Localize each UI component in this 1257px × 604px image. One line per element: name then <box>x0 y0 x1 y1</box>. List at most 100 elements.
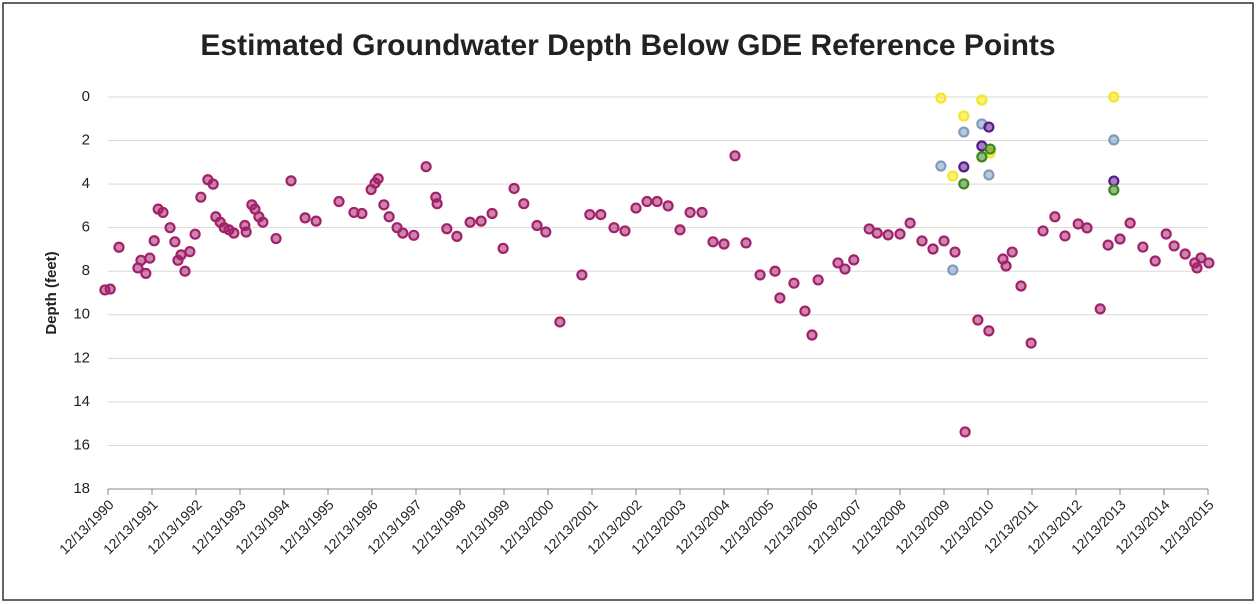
data-point <box>959 426 971 438</box>
data-point <box>333 195 345 208</box>
data-point <box>451 230 463 242</box>
data-point <box>184 246 196 258</box>
data-point <box>927 243 939 255</box>
data-point <box>1114 233 1126 245</box>
data-point <box>518 198 530 210</box>
data-point <box>935 160 947 172</box>
data-point <box>608 222 620 234</box>
data-point <box>189 228 201 240</box>
data-point <box>164 222 176 234</box>
data-point <box>983 169 995 181</box>
data-point <box>464 216 476 228</box>
y-axis-label: Depth (feet) <box>43 251 60 334</box>
data-point <box>285 175 297 187</box>
data-point <box>976 151 988 163</box>
data-point <box>740 237 752 249</box>
data-point <box>144 252 156 264</box>
data-point <box>1108 175 1120 187</box>
data-point <box>938 235 950 247</box>
data-point <box>383 211 395 223</box>
data-point <box>662 200 674 212</box>
data-point <box>976 94 988 106</box>
data-point <box>397 227 409 239</box>
data-point <box>812 274 824 286</box>
data-point <box>1094 303 1106 315</box>
data-point <box>310 215 322 227</box>
data-point <box>372 173 384 185</box>
data-point <box>1108 91 1120 103</box>
data-point <box>1108 134 1120 146</box>
data-point <box>497 242 509 254</box>
data-point <box>1108 184 1120 196</box>
data-point <box>179 265 191 277</box>
data-point <box>441 223 453 235</box>
data-point <box>554 316 566 328</box>
data-point <box>729 150 741 162</box>
data-point <box>595 209 607 221</box>
data-point <box>1203 257 1215 269</box>
data-point <box>619 225 631 237</box>
data-point <box>169 236 181 248</box>
y-tick-label: 8 <box>82 262 90 279</box>
data-point <box>113 241 125 253</box>
data-point <box>135 254 147 266</box>
data-point <box>947 264 959 276</box>
data-point <box>949 246 961 258</box>
data-point <box>228 227 240 239</box>
data-point <box>240 226 252 238</box>
data-point <box>1081 222 1093 234</box>
data-point <box>175 249 187 261</box>
data-point <box>718 238 730 250</box>
data-point <box>1006 246 1018 258</box>
data-point <box>754 269 766 281</box>
data-point <box>947 170 959 182</box>
data-point <box>904 217 916 229</box>
data-point <box>531 219 543 232</box>
data-point <box>972 314 984 326</box>
data-point <box>707 236 719 248</box>
data-point <box>1072 218 1084 230</box>
data-point <box>916 235 928 247</box>
data-point <box>630 202 642 214</box>
data-point <box>1195 252 1207 264</box>
data-point <box>983 325 995 337</box>
y-tick-label: 2 <box>82 132 90 149</box>
y-tick-label: 6 <box>82 219 90 236</box>
data-point <box>958 126 970 138</box>
data-point <box>848 254 860 266</box>
data-point <box>157 206 169 219</box>
chart-title: Estimated Groundwater Depth Below GDE Re… <box>200 29 1055 62</box>
data-point <box>958 161 970 173</box>
y-tick-label: 12 <box>73 349 90 366</box>
data-point <box>140 267 152 279</box>
data-point <box>769 265 781 277</box>
data-point <box>788 277 800 289</box>
data-point <box>1168 240 1180 252</box>
data-point <box>1160 228 1172 240</box>
y-tick-label: 16 <box>73 436 90 453</box>
data-point <box>1102 239 1114 251</box>
data-point <box>674 224 686 236</box>
data-point <box>882 229 894 241</box>
data-point <box>871 227 883 239</box>
y-tick-label: 4 <box>82 175 90 192</box>
data-point <box>958 110 970 122</box>
data-point <box>806 329 818 341</box>
data-point <box>420 161 432 173</box>
data-point <box>984 143 996 155</box>
data-point <box>1000 260 1012 272</box>
data-point <box>257 216 269 228</box>
data-point <box>983 121 995 133</box>
data-point <box>486 207 498 220</box>
data-point <box>935 92 947 104</box>
data-point <box>576 269 588 281</box>
data-point <box>408 229 420 241</box>
data-point <box>1015 280 1027 292</box>
data-point <box>431 198 443 210</box>
data-point <box>1179 248 1191 260</box>
data-point <box>104 283 116 295</box>
data-point <box>696 206 708 219</box>
